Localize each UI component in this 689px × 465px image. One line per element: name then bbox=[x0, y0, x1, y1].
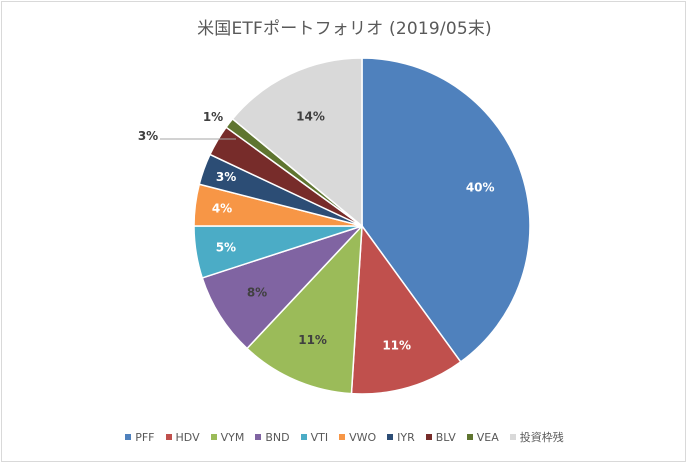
data-label-VYM: 11% bbox=[298, 333, 327, 347]
data-label-VEA: 1% bbox=[203, 110, 223, 124]
data-labels: 40% 11% 11% 8% 5% 4% 3% 3% 1% 14% bbox=[138, 110, 495, 353]
legend-label: IYR bbox=[397, 430, 415, 444]
data-label-PFF: 40% bbox=[466, 181, 495, 195]
legend-item-投資枠残: 投資枠残 bbox=[509, 429, 564, 445]
legend-swatch bbox=[509, 434, 516, 440]
legend-item-PFF: PFF bbox=[125, 430, 155, 444]
data-label-BND: 8% bbox=[247, 286, 267, 300]
legend-item-VWO: VWO bbox=[339, 431, 376, 444]
legend-item-BND: BND bbox=[255, 430, 290, 444]
legend-item-HDV: HDV bbox=[165, 430, 200, 444]
legend-swatch bbox=[210, 434, 217, 440]
pie-slice-PFF bbox=[361, 57, 531, 363]
legend-item-VYM: VYM bbox=[210, 430, 245, 444]
legend-label: VYM bbox=[220, 430, 245, 444]
legend-label: PFF bbox=[135, 430, 155, 444]
data-label-VTI: 5% bbox=[216, 241, 236, 255]
pie-slice-VYM bbox=[245, 223, 363, 395]
data-label-投資枠残: 14% bbox=[296, 110, 325, 124]
legend-label: 投資枠残 bbox=[519, 431, 564, 444]
legend-swatch bbox=[300, 434, 307, 440]
legend-swatch bbox=[339, 434, 346, 440]
data-label-IYR: 3% bbox=[216, 170, 236, 184]
legend-item-BLV: BLV bbox=[425, 430, 456, 444]
data-label-HDV: 11% bbox=[382, 338, 411, 352]
legend-label: VTI bbox=[310, 430, 329, 444]
legend-swatch bbox=[387, 434, 394, 440]
legend: PFF HDV VYM BND VTI VWO IYR BLV VEA 投資枠残 bbox=[0, 427, 689, 447]
legend-item-IYR: IYR bbox=[387, 431, 415, 444]
pie-slices bbox=[193, 57, 531, 395]
legend-label: VEA bbox=[476, 430, 499, 444]
legend-label: BLV bbox=[435, 430, 456, 444]
legend-label: VWO bbox=[349, 430, 377, 444]
pie-slice-投資枠残 bbox=[231, 57, 363, 228]
legend-swatch bbox=[165, 434, 172, 440]
legend-swatch bbox=[255, 434, 262, 440]
legend-item-VEA: VEA bbox=[466, 430, 499, 444]
legend-swatch bbox=[466, 434, 473, 440]
legend-label: BND bbox=[265, 430, 290, 444]
data-label-VWO: 4% bbox=[212, 201, 232, 215]
legend-label: HDV bbox=[175, 430, 200, 444]
pie-slice-HDV bbox=[350, 223, 462, 395]
data-label-BLV: 3% bbox=[138, 129, 158, 143]
legend-swatch bbox=[125, 434, 132, 440]
chart-title: 米国ETFポートフォリオ (2019/05末) bbox=[197, 19, 492, 39]
legend-swatch bbox=[425, 434, 432, 440]
legend-item-VTI: VTI bbox=[300, 430, 329, 444]
